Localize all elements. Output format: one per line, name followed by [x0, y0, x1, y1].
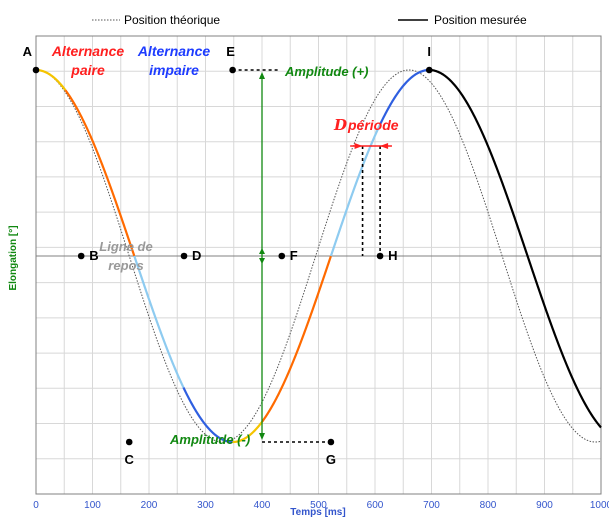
annotation-ligne-repos-line1: Ligne de — [99, 239, 152, 254]
annotation-alternance-impaire-line1: Alternance — [137, 43, 211, 59]
point-label: A — [23, 44, 33, 59]
series-line-measured-segment — [133, 255, 185, 388]
point-marker — [327, 438, 335, 446]
series-line-measured-segment — [64, 89, 136, 257]
annotation-alternance-paire-line1: Alternance — [51, 43, 125, 59]
point-marker — [229, 66, 236, 74]
legend: Position théorique Position mesurée — [92, 13, 527, 27]
x-tick-label: 900 — [536, 500, 553, 511]
series-line-measured-segment — [379, 68, 430, 125]
amplitude-arrow-mid-up — [259, 248, 265, 254]
period-arrow-left — [354, 143, 363, 149]
point-label: F — [290, 248, 298, 263]
annotations: Alternance paire Alternance impaire Ampl… — [51, 43, 399, 447]
annotation-d-periode-symbol: D — [333, 116, 347, 134]
point-label: C — [125, 452, 135, 467]
x-tick-label: 400 — [254, 500, 271, 511]
x-tick-label: 0 — [33, 500, 39, 511]
series-line-measured-segment — [429, 68, 602, 429]
y-axis-title: Elongation [°] — [8, 225, 19, 290]
x-tick-label: 200 — [141, 500, 158, 511]
annotation-alternance-impaire-line2: impaire — [149, 62, 199, 78]
point-marker — [376, 252, 384, 260]
point-label: E — [226, 44, 235, 59]
annotation-alternance-paire-line2: paire — [70, 62, 105, 78]
x-tick-label: 1000 — [590, 500, 609, 511]
points: A B C D E F G H I — [23, 44, 433, 467]
annotation-amplitude-minus: Amplitude (-) — [169, 432, 250, 447]
point-label: B — [89, 248, 98, 263]
series-line-measured-segment — [329, 124, 382, 257]
point-label: I — [427, 44, 431, 59]
x-tick-label: 100 — [84, 500, 101, 511]
series-line-measured-segment — [232, 421, 263, 444]
point-label: D — [192, 248, 201, 263]
x-tick-label: 500 — [310, 500, 327, 511]
legend-label-measured: Position mesurée — [434, 13, 527, 27]
point-marker — [180, 252, 188, 260]
point-marker — [32, 66, 40, 74]
point-marker — [278, 252, 286, 260]
point-label: G — [326, 452, 336, 467]
amplitude-arrow-head-bottom — [259, 433, 265, 440]
x-tick-label: 300 — [197, 500, 214, 511]
x-tick-label: 800 — [480, 500, 497, 511]
annotation-ligne-repos-line2: repos — [108, 258, 143, 273]
annotation-d-periode-text: période — [347, 117, 399, 133]
series-line-measured-segment — [261, 255, 332, 423]
guides — [232, 69, 392, 443]
x-axis-title: Temps [ms] — [290, 507, 345, 518]
amplitude-arrow-head-top — [259, 72, 265, 79]
x-tick-labels: 0 100 200 300 400 500 600 700 800 900 1000 — [33, 500, 609, 511]
point-marker — [77, 252, 85, 260]
point-marker — [425, 66, 433, 74]
series-line-measured-segment — [182, 387, 233, 444]
amplitude-arrow-mid-down — [259, 258, 265, 264]
plot-area — [35, 35, 602, 495]
point-label: H — [388, 248, 397, 263]
annotation-amplitude-plus: Amplitude (+) — [284, 64, 368, 79]
x-tick-label: 700 — [423, 500, 440, 511]
series-line-measured-segment — [35, 68, 67, 91]
point-marker — [125, 438, 133, 446]
period-arrow-right — [380, 143, 389, 149]
legend-label-theoretical: Position théorique — [124, 13, 220, 27]
x-tick-label: 600 — [367, 500, 384, 511]
gridlines — [35, 36, 602, 494]
series — [35, 68, 602, 444]
